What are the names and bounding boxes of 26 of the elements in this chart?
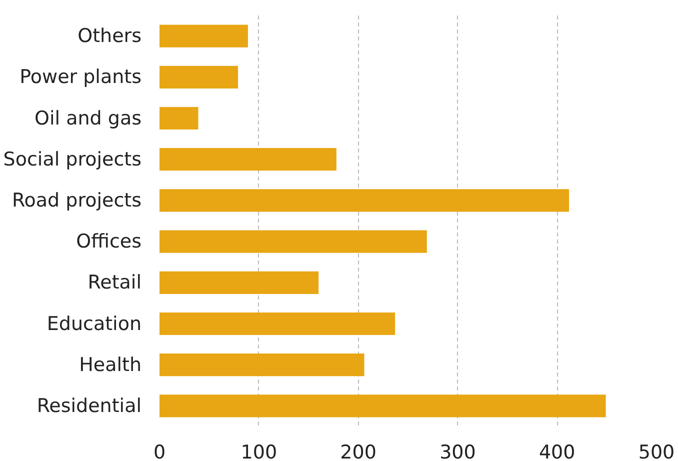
bar [160,312,396,336]
y-tick-label: Social projects [3,148,142,170]
y-tick-label: Health [79,354,142,376]
y-tick-label: Power plants [20,66,142,88]
x-tick-label: 100 [240,442,278,461]
bar [160,354,364,376]
bar [160,271,319,294]
y-tick-label: Offices [76,230,142,253]
bar [160,24,248,48]
y-tick-label: Education [46,312,142,335]
x-tick-label: 200 [340,442,376,461]
bar [160,394,606,418]
bar [160,189,570,212]
y-tick-label: Residential [36,394,142,417]
x-tick-label: 300 [440,442,476,461]
y-tick-label: Others [78,25,142,48]
bar [160,230,427,253]
x-tick-label: 400 [538,442,576,461]
x-tick-label: 500 [638,442,675,461]
bar [160,66,238,88]
y-tick-label: Oil and gas [34,107,142,130]
bar [160,148,336,171]
bar [160,106,198,130]
y-tick-label: Retail [88,272,142,294]
y-tick-label: Road projects [12,189,142,212]
x-tick-label: 0 [153,442,166,461]
